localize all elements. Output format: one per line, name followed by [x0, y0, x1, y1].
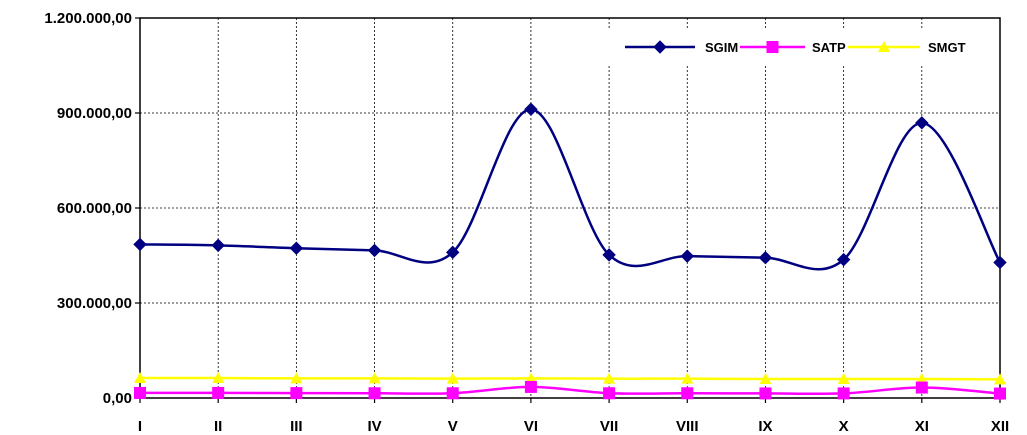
x-tick-label: II	[214, 418, 222, 435]
data-point	[603, 372, 616, 384]
legend-label: SMGT	[928, 40, 966, 55]
legend-marker	[766, 41, 779, 53]
x-tick-label: III	[290, 418, 303, 435]
data-point	[524, 372, 537, 384]
legend-label: SGIM	[705, 40, 738, 55]
data-point	[212, 386, 225, 399]
data-point	[758, 251, 773, 265]
data-point	[211, 238, 225, 253]
data-point	[368, 372, 381, 384]
data-point	[290, 387, 303, 400]
data-point	[446, 372, 459, 384]
data-point	[837, 387, 850, 400]
data-point	[836, 252, 851, 267]
x-tick-label: VI	[524, 418, 538, 435]
data-point	[134, 386, 146, 399]
legend-item-sgim: SGIM	[625, 40, 738, 55]
data-point	[993, 255, 1007, 270]
data-point	[680, 249, 694, 263]
data-point	[367, 243, 382, 258]
data-point	[994, 373, 1006, 385]
legend-item-smgt: SMGT	[848, 40, 966, 55]
legend-label: SATP	[812, 40, 846, 55]
y-tick-label: 300.000,00	[57, 295, 132, 312]
data-point	[524, 102, 538, 116]
series-line	[139, 385, 1001, 396]
data-point	[994, 387, 1006, 400]
series-smgt	[134, 372, 1006, 385]
data-point	[915, 116, 929, 130]
series	[133, 102, 1007, 400]
x-tick-label: I	[138, 418, 142, 435]
y-tick-label: 0,00	[103, 390, 132, 407]
y-tick-label: 900.000,00	[57, 105, 132, 122]
data-point	[915, 373, 928, 384]
series-sgim	[133, 102, 1007, 271]
data-point	[289, 241, 304, 255]
data-point	[602, 248, 616, 262]
series-satp	[134, 380, 1006, 400]
x-axis-ticks: I II III IV V VI VII VIII IX X XI XII	[138, 398, 1009, 435]
data-point	[759, 373, 772, 384]
data-point	[837, 373, 850, 384]
data-point	[681, 372, 694, 384]
data-point	[603, 387, 616, 400]
data-point	[133, 237, 147, 252]
x-tick-label: IV	[367, 418, 381, 435]
legend-item-satp: SATP	[740, 40, 846, 55]
x-tick-label: VII	[600, 418, 618, 435]
y-axis-ticks: 0,00 300.000,00 600.000,00 900.000,00 1.200.…	[44, 10, 140, 407]
series-line	[139, 376, 1001, 381]
x-tick-label: XII	[991, 418, 1009, 435]
data-point	[368, 387, 381, 400]
x-tick-label: V	[448, 418, 458, 435]
legend: SGIM SATP SMGT	[607, 30, 997, 66]
x-tick-label: VIII	[676, 418, 699, 435]
legend-marker	[878, 41, 890, 52]
data-point	[446, 245, 460, 260]
grid	[140, 18, 1000, 398]
x-tick-label: XI	[915, 418, 929, 435]
data-point	[524, 380, 537, 393]
y-tick-label: 1.200.000,00	[44, 10, 132, 27]
x-tick-label: X	[839, 418, 849, 435]
series-line	[139, 107, 1002, 271]
data-point	[446, 387, 459, 400]
y-tick-label: 600.000,00	[57, 200, 132, 217]
data-point	[915, 381, 928, 394]
data-point	[290, 372, 303, 384]
data-point	[759, 387, 772, 400]
data-point	[212, 372, 225, 384]
legend-marker	[653, 40, 667, 54]
data-point	[681, 387, 694, 400]
x-tick-label: IX	[758, 418, 772, 435]
data-point	[134, 372, 146, 384]
